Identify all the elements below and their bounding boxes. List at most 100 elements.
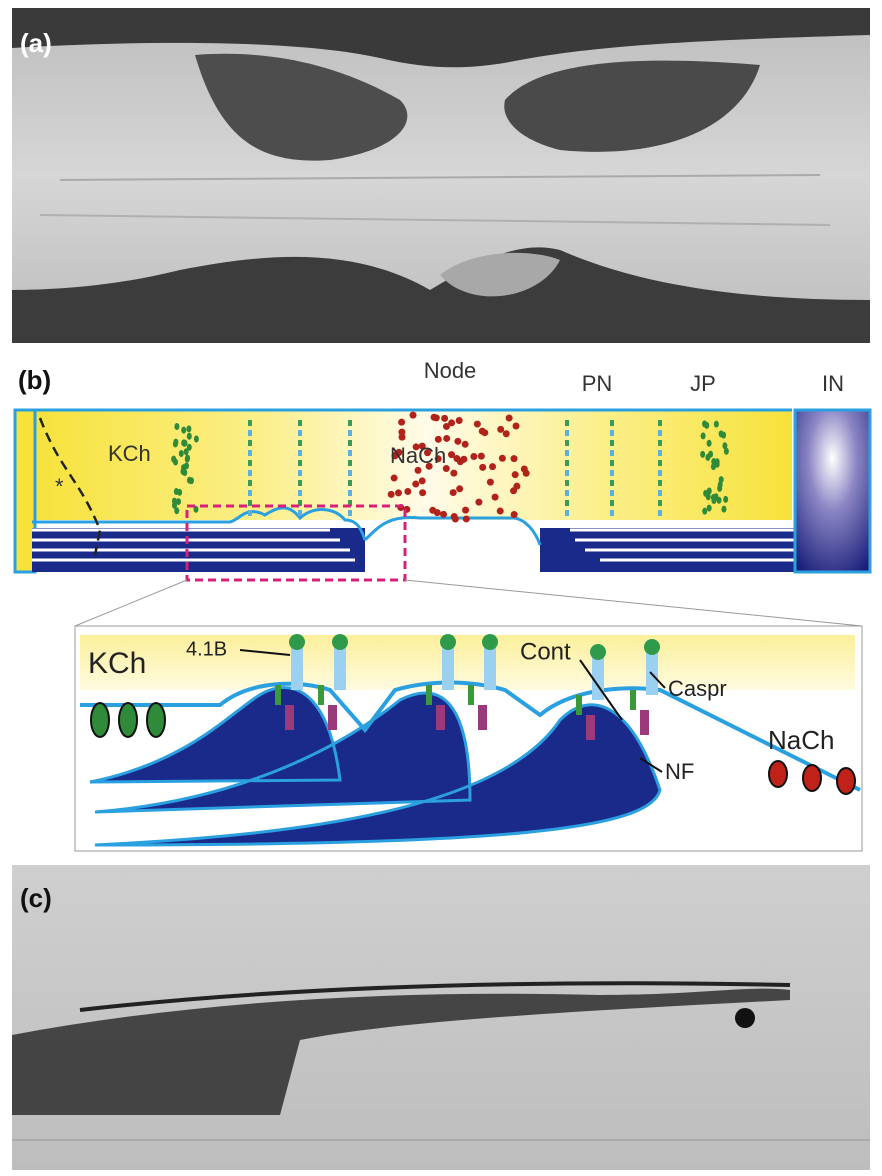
internode — [795, 410, 870, 572]
caspr-channel — [248, 480, 252, 486]
na-channel — [462, 441, 469, 448]
neurofascin — [478, 705, 487, 730]
caspr-channel — [610, 440, 614, 446]
caspr-channel — [248, 460, 252, 466]
na-channel — [448, 451, 455, 458]
contactin — [468, 685, 474, 705]
na-channel — [441, 415, 448, 422]
k-channel — [718, 481, 723, 488]
caspr-channel — [610, 470, 614, 476]
caspr-channel — [565, 510, 569, 516]
panel-a: (a) — [12, 8, 870, 343]
na-channel — [398, 419, 405, 426]
caspr-channel — [248, 490, 252, 496]
k-channel — [702, 420, 707, 427]
inset: KCh 4.1B Cont Caspr NaCh NF — [75, 626, 862, 851]
caspr-channel — [248, 440, 252, 446]
caspr-channel — [348, 490, 352, 496]
k-channel — [181, 427, 186, 434]
protein-label: NF — [665, 759, 694, 784]
caspr-channel — [565, 430, 569, 436]
region-label: IN — [822, 371, 844, 396]
na-channel — [456, 417, 463, 424]
na-channel — [462, 507, 469, 514]
caspr-channel — [565, 460, 569, 466]
caspr-channel — [298, 470, 302, 476]
k-channel — [702, 508, 707, 515]
region-label: Node — [424, 358, 477, 383]
kch-label: KCh — [88, 647, 146, 680]
panel-b: (b) Node PN JP IN KCh NaCh * — [15, 358, 870, 626]
panel-c: (c) — [12, 865, 870, 1170]
k-channel — [91, 703, 109, 737]
caspr-channel — [348, 470, 352, 476]
k-channel — [714, 421, 719, 428]
k-channel — [701, 432, 706, 439]
na-channel — [410, 412, 417, 419]
caspr — [291, 645, 303, 690]
caspr-channel — [658, 480, 662, 486]
k-channel — [721, 506, 726, 513]
caspr — [334, 645, 346, 690]
na-channel — [433, 414, 440, 421]
caspr-channel — [348, 440, 352, 446]
contactin — [318, 685, 324, 705]
na-channel — [435, 436, 442, 443]
protein-label: Cont — [520, 638, 571, 665]
caspr-channel — [610, 450, 614, 456]
na-channel — [511, 455, 518, 462]
caspr-channel — [248, 510, 252, 516]
contactin — [426, 685, 432, 705]
na-channel — [803, 765, 821, 791]
caspr-channel — [610, 490, 614, 496]
caspr-channel — [658, 490, 662, 496]
k-channel — [194, 436, 199, 443]
protein-41b — [440, 634, 456, 650]
contactin — [630, 690, 636, 710]
caspr-channel — [565, 440, 569, 446]
region-label: JP — [690, 371, 716, 396]
nach-label: NaCh — [390, 443, 446, 468]
na-channel — [497, 508, 504, 515]
na-channel — [499, 455, 506, 462]
k-channel — [705, 454, 710, 461]
caspr-channel — [298, 480, 302, 486]
caspr-channel — [565, 420, 569, 426]
na-channel — [479, 464, 486, 471]
na-channel — [440, 511, 447, 518]
k-channel — [182, 440, 187, 447]
myelin-sheath — [540, 528, 795, 572]
caspr-channel — [565, 450, 569, 456]
na-channel — [450, 489, 457, 496]
caspr-channel — [298, 430, 302, 436]
k-channel — [173, 439, 178, 446]
protein-41b — [644, 639, 660, 655]
na-channel — [454, 438, 461, 445]
k-channel — [179, 450, 184, 457]
na-channel — [503, 430, 510, 437]
k-channel — [176, 498, 181, 505]
na-channel — [489, 463, 496, 470]
caspr-channel — [248, 470, 252, 476]
k-channel — [147, 703, 165, 737]
neurofascin — [436, 705, 445, 730]
k-channel — [171, 456, 176, 463]
caspr-channel — [348, 450, 352, 456]
k-channel — [707, 505, 712, 512]
caspr-channel — [658, 430, 662, 436]
contactin — [576, 695, 582, 715]
protein-label: 4.1B — [186, 638, 227, 660]
neurofascin — [285, 705, 294, 730]
protein-41b — [590, 644, 606, 660]
na-channel — [497, 426, 504, 433]
neurofascin — [640, 710, 649, 735]
na-channel — [452, 516, 459, 523]
caspr-channel — [248, 450, 252, 456]
k-channel — [185, 455, 190, 462]
na-channel — [391, 475, 398, 482]
caspr-channel — [565, 480, 569, 486]
caspr-channel — [610, 420, 614, 426]
na-channel — [492, 494, 499, 501]
contactin — [275, 685, 281, 705]
panel-label: (a) — [20, 28, 52, 58]
